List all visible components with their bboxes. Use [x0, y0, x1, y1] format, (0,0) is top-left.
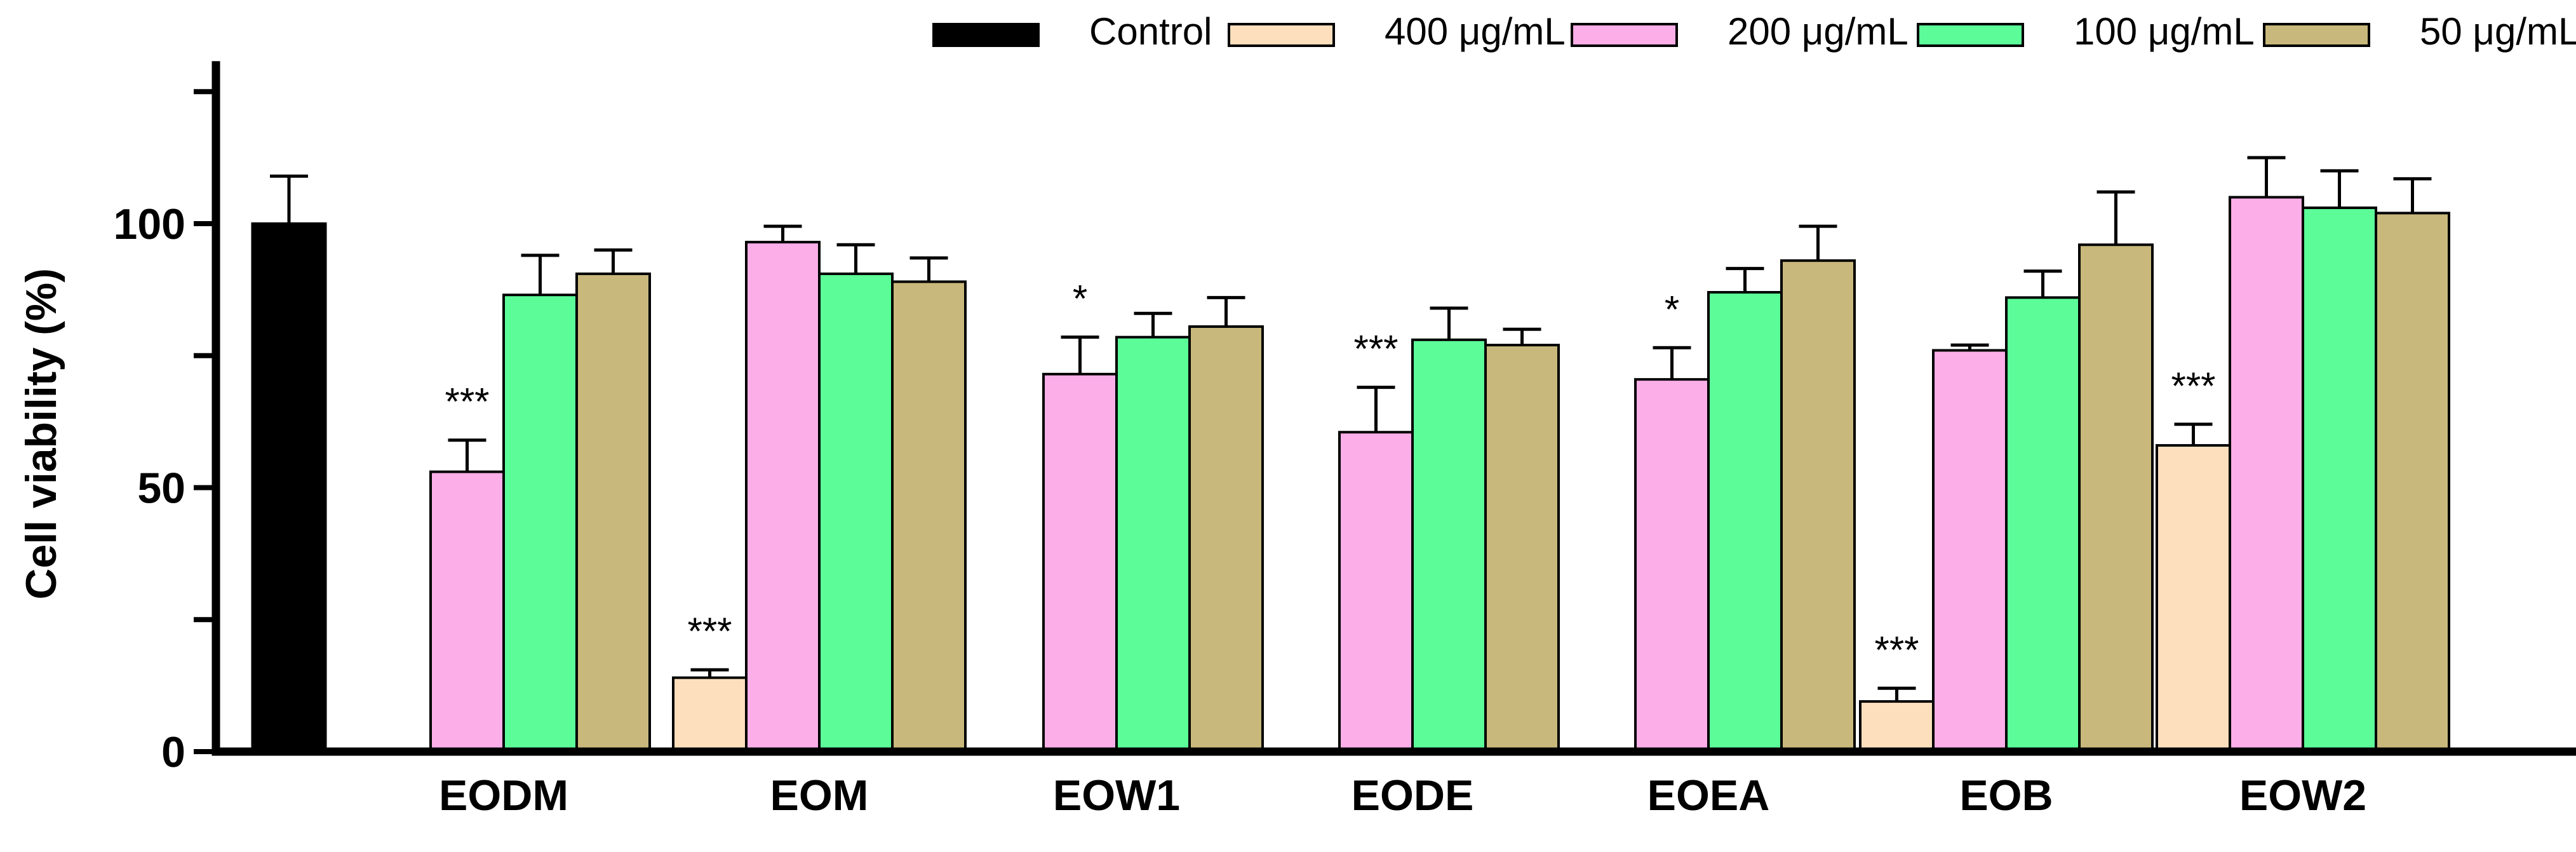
x-tick-label: EOW2: [2239, 771, 2366, 820]
legend-swatch: [1228, 23, 1335, 47]
legend-label: 50 μg/mL: [2420, 10, 2576, 53]
legend: Control 400 μg/mL 200 μg/mL 100 μg/mL 50 μg/…: [932, 10, 2576, 53]
bar: [1859, 700, 1935, 754]
legend-item: 100 μg/mL: [1917, 10, 2255, 53]
bar: [575, 272, 651, 753]
legend-swatch: [1917, 23, 2024, 47]
x-tick-label: EOEA: [1647, 771, 1770, 820]
significance-label: ***: [1353, 328, 1398, 370]
x-tick-label: EOB: [1959, 771, 2053, 820]
legend-label: 100 μg/mL: [2074, 10, 2255, 53]
bar: [1484, 344, 1560, 753]
bar: [429, 470, 505, 753]
significance-label: ***: [1874, 628, 1919, 671]
x-tick-label: EOM: [770, 771, 869, 820]
bar: [672, 676, 748, 754]
y-axis-label: Cell viability (%): [17, 268, 65, 599]
legend-item: 50 μg/mL: [2263, 10, 2576, 53]
bar-group-eob: ***: [1859, 190, 2154, 754]
significance-label: ***: [2171, 365, 2215, 407]
bar: [1188, 325, 1264, 753]
legend-label: Control: [1089, 10, 1212, 53]
bar-group-eow1: *: [1042, 278, 1264, 753]
bars: *****************: [251, 156, 2450, 754]
bar: [2156, 444, 2231, 754]
x-tick-label: EODM: [439, 771, 568, 820]
legend-swatch: [932, 23, 1040, 47]
y-tick-label: 50: [137, 464, 185, 513]
y-tick-label: 0: [161, 728, 185, 776]
significance-label: ***: [687, 610, 732, 653]
bar: [1115, 335, 1191, 753]
bar-group-eode: ***: [1338, 306, 1560, 753]
legend-item: 200 μg/mL: [1571, 10, 1909, 53]
significance-label: *: [1073, 278, 1087, 320]
significance-label: *: [1665, 288, 1679, 330]
bar: [2078, 243, 2154, 753]
bar-group-eow2: ***: [2156, 156, 2450, 754]
bar-group-eoea: *: [1634, 224, 1856, 754]
x-tick-label: EOW1: [1053, 771, 1180, 820]
bar: [2229, 196, 2304, 753]
bar: [745, 241, 821, 753]
legend-swatch: [1571, 23, 1678, 47]
bar: [1338, 431, 1414, 753]
bar: [2375, 212, 2450, 753]
bar: [1780, 259, 1856, 754]
legend-item: Control: [932, 10, 1212, 53]
y-tick-label: 100: [114, 200, 185, 248]
y-axis: 0 50 100: [114, 61, 220, 776]
bar-group-control: [251, 174, 327, 753]
bar: [1042, 372, 1118, 753]
bar: [251, 222, 327, 753]
bar: [891, 280, 967, 754]
bar: [502, 294, 578, 753]
bar: [1411, 338, 1487, 753]
legend-label: 200 μg/mL: [1727, 10, 1909, 53]
bar-group-eodm: ***: [429, 248, 651, 753]
bar: [2302, 206, 2377, 753]
bar-group-eom: ***: [672, 224, 967, 754]
legend-swatch: [2263, 23, 2370, 47]
bar: [1634, 378, 1710, 753]
bar: [1932, 349, 2008, 753]
x-axis: EODM EOM EOW1 EODE EOEA EOB EOW2: [212, 747, 2576, 820]
legend-label: 400 μg/mL: [1385, 10, 1566, 53]
bar: [1707, 291, 1783, 753]
bar: [2005, 296, 2081, 753]
legend-item: 400 μg/mL: [1228, 10, 1566, 53]
bar: [818, 272, 894, 753]
x-tick-label: EODE: [1352, 771, 1474, 820]
significance-label: ***: [445, 381, 489, 423]
